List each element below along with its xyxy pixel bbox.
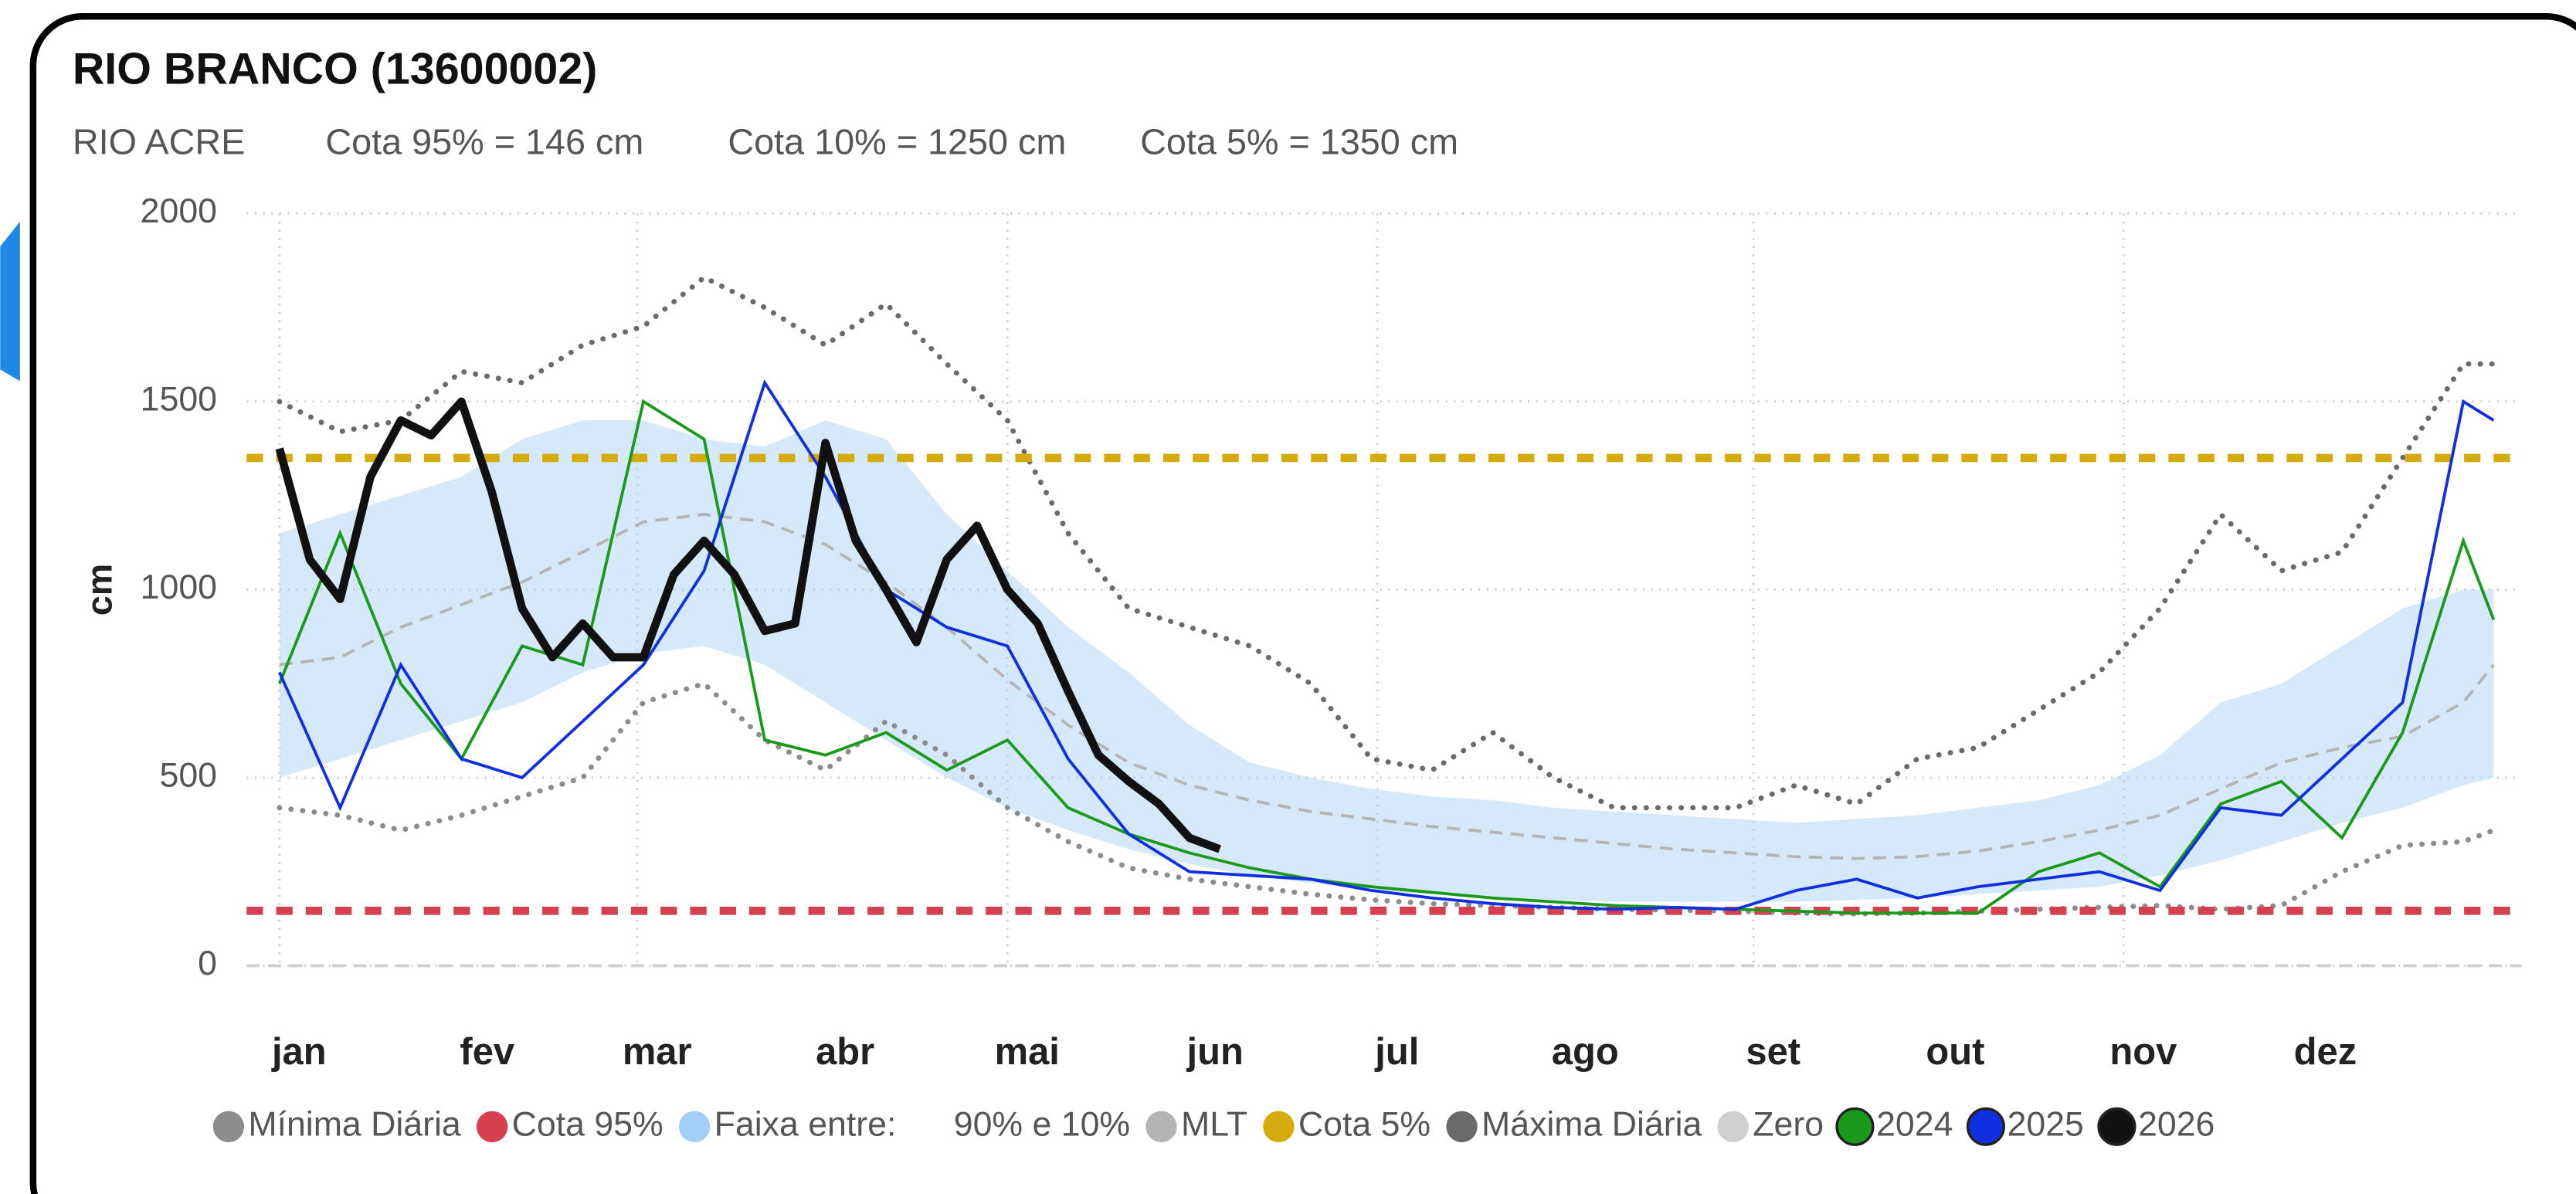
subtitle: Cota 95% = 146 cm — [325, 121, 643, 161]
x-tick-label: jul — [1374, 1031, 1419, 1073]
subtitle: Cota 5% = 1350 cm — [1140, 121, 1458, 161]
chart-title: RIO BRANCO (13600002) — [73, 45, 598, 94]
subtitle: RIO ACRE — [73, 121, 245, 161]
x-tick-label: jun — [1186, 1031, 1244, 1073]
x-tick-label: out — [1926, 1031, 1984, 1073]
band-area — [279, 420, 2494, 902]
legend: Mínima Diária Cota 95% Faixa entre: 90% e … — [212, 1106, 2215, 1146]
x-tick-label: fev — [460, 1031, 514, 1073]
legend-marker — [2097, 1107, 2136, 1146]
legend-marker — [1446, 1111, 1478, 1143]
x-tick-label: ago — [1552, 1031, 1619, 1073]
x-tick-label: mar — [623, 1031, 692, 1073]
x-tick-label: set — [1746, 1031, 1800, 1073]
x-tick-label: abr — [816, 1031, 874, 1073]
legend-marker — [212, 1111, 245, 1143]
legend-label: Zero — [1753, 1106, 1824, 1144]
legend-label: MLT — [1181, 1106, 1247, 1144]
series-line — [279, 513, 2495, 860]
legend-marker — [1263, 1111, 1295, 1143]
legend-marker — [1966, 1107, 2006, 1146]
y-tick-label: 1500 — [141, 381, 217, 419]
y-tick-label: 0 — [198, 945, 217, 982]
legend-label: Máxima Diária — [1481, 1106, 1702, 1144]
series-line — [277, 274, 2496, 811]
legend-marker — [678, 1111, 711, 1143]
legend-label: 2025 — [2008, 1106, 2084, 1144]
card-border — [29, 13, 2576, 1194]
x-tick-label: mai — [995, 1031, 1060, 1073]
y-tick-label: 2000 — [141, 192, 217, 230]
legend-marker — [1145, 1111, 1177, 1143]
legend-marker — [476, 1111, 508, 1143]
series-line — [275, 397, 1221, 853]
series-line — [278, 379, 2495, 911]
subtitle: Cota 10% = 1250 cm — [728, 121, 1066, 161]
legend-marker — [1835, 1107, 1875, 1146]
legend-label: 2026 — [2138, 1106, 2215, 1144]
y-tick-label: 500 — [160, 757, 217, 795]
y-axis-label: cm — [79, 564, 119, 616]
x-tick-label: dez — [2294, 1031, 2357, 1073]
legend-label: Mínima Diária — [248, 1106, 461, 1144]
legend-marker — [1717, 1111, 1749, 1143]
legend-label: Cota 5% — [1298, 1106, 1431, 1144]
legend-label: Faixa entre: 90% e 10% — [714, 1106, 1130, 1144]
x-tick-label: nov — [2109, 1031, 2177, 1073]
series-line — [278, 399, 2496, 915]
x-tick-label: jan — [271, 1031, 327, 1073]
legend-label: Cota 95% — [512, 1106, 664, 1144]
legend-label: 2024 — [1876, 1106, 1953, 1144]
series-line — [277, 680, 2496, 917]
side-tab — [0, 222, 20, 382]
y-tick-label: 1000 — [141, 568, 217, 606]
plot-area: 0 500 1000 1500 2000 jan fev mar abr mai jun jul ago… — [141, 192, 2522, 1073]
